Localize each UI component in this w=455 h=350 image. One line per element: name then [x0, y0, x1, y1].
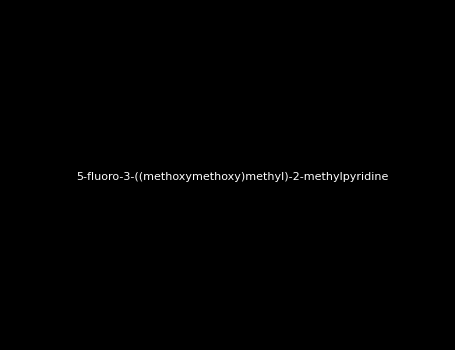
Text: 5-fluoro-3-((methoxymethoxy)methyl)-2-methylpyridine: 5-fluoro-3-((methoxymethoxy)methyl)-2-me… [76, 172, 389, 182]
